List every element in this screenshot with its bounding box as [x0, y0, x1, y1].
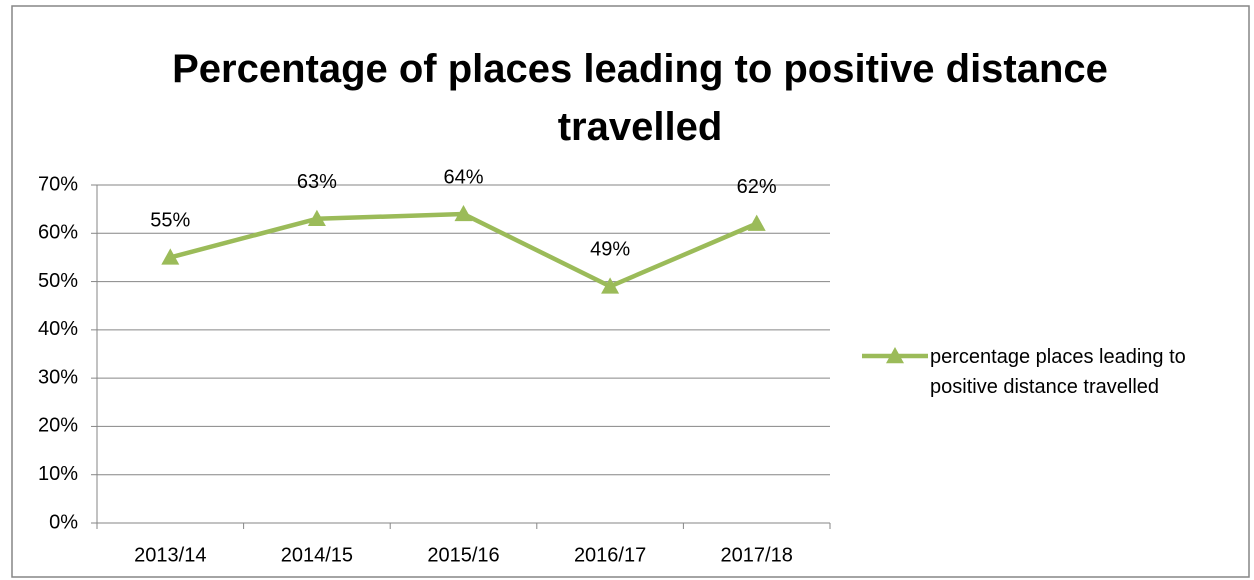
y-tick-label: 70% [38, 173, 78, 195]
data-marker [454, 204, 473, 222]
y-tick-label: 10% [38, 463, 78, 485]
x-tick-label: 2015/16 [427, 544, 499, 566]
x-tick-label: 2014/15 [281, 544, 353, 566]
legend-marker [886, 347, 904, 364]
data-label: 64% [443, 166, 483, 188]
chart-title: Percentage of places leading to positive… [172, 47, 1108, 149]
y-tick-label: 50% [38, 270, 78, 292]
x-tick-label: 2013/14 [134, 544, 206, 566]
data-label: 62% [737, 176, 777, 198]
data-label: 63% [297, 171, 337, 193]
data-marker [747, 214, 766, 231]
x-tick-label: 2016/17 [574, 544, 646, 566]
data-marker [601, 277, 620, 294]
y-tick-label: 30% [38, 366, 78, 388]
y-tick-label: 40% [38, 318, 78, 340]
legend-label: percentage places leading to positive di… [930, 346, 1186, 398]
data-label: 49% [590, 239, 630, 261]
x-tick-label: 2017/18 [721, 544, 793, 566]
data-marker [161, 248, 180, 265]
data-marker [307, 209, 326, 226]
data-line [169, 211, 758, 289]
data-label: 55% [150, 210, 190, 232]
chart-border [11, 5, 1250, 578]
y-tick-label: 20% [38, 415, 78, 437]
y-tick-label: 60% [38, 222, 78, 244]
y-tick-label: 0% [49, 511, 78, 533]
